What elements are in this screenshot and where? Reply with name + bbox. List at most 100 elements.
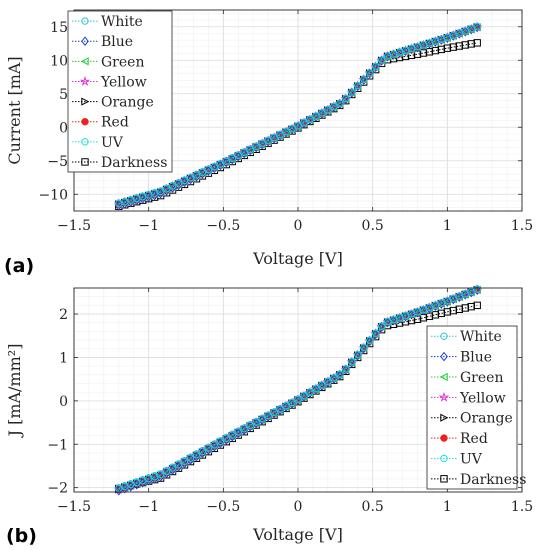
data-point-white bbox=[258, 139, 266, 148]
data-point-blue bbox=[270, 133, 278, 144]
legend-label-darkness: Darkness bbox=[101, 155, 167, 171]
legend-label-uv: UV bbox=[101, 135, 124, 151]
data-point-blue bbox=[216, 160, 225, 171]
data-point-blue bbox=[240, 148, 249, 159]
data-point-white bbox=[336, 370, 344, 379]
y-tick-label: −5 bbox=[47, 154, 68, 170]
data-point-blue bbox=[306, 388, 314, 399]
data-point-blue bbox=[204, 445, 213, 455]
x-tick-label: 1.5 bbox=[511, 218, 533, 234]
data-point-blue bbox=[132, 479, 141, 490]
legend-marker-green bbox=[439, 372, 448, 381]
y-tick-label: 5 bbox=[59, 87, 68, 103]
data-point-blue bbox=[150, 473, 159, 484]
data-point-white bbox=[192, 171, 201, 179]
x-tick-label: 0 bbox=[294, 499, 303, 515]
data-point-white bbox=[365, 336, 374, 345]
data-point-blue bbox=[222, 157, 231, 168]
data-point-white bbox=[288, 399, 296, 407]
chart-panel-a: −1.5 −1 −0.5 0 0.5 1 1.5 −10 −5 0 5 10 15 Voltage [V]… bbox=[4, 9, 533, 277]
data-point-blue bbox=[252, 418, 261, 429]
data-point-blue bbox=[312, 112, 320, 122]
legend-label-orange: Orange bbox=[460, 411, 513, 427]
x-tick-label: 0.5 bbox=[362, 218, 384, 234]
legend-label-green: Green bbox=[460, 370, 503, 386]
legend-marker-uv bbox=[440, 454, 448, 463]
data-point-blue bbox=[353, 350, 362, 361]
data-point-white bbox=[365, 69, 374, 77]
legend-marker-darkness bbox=[440, 475, 448, 483]
legend-label-red: Red bbox=[460, 431, 488, 447]
data-point-blue bbox=[467, 24, 476, 35]
data-point-white bbox=[288, 125, 296, 133]
data-point-white bbox=[198, 168, 207, 177]
legend-marker-red bbox=[440, 434, 448, 442]
legend-label-orange: Orange bbox=[101, 95, 154, 111]
data-point-blue bbox=[162, 185, 171, 196]
data-point-blue bbox=[365, 336, 374, 347]
x-tick-label: 1 bbox=[443, 218, 452, 234]
data-point-blue bbox=[222, 435, 231, 445]
data-point-blue bbox=[455, 29, 464, 39]
data-point-white bbox=[312, 112, 320, 120]
data-point-blue bbox=[264, 412, 272, 422]
data-point-blue bbox=[192, 451, 201, 462]
data-point-blue bbox=[138, 193, 147, 204]
data-point-white bbox=[234, 151, 242, 160]
data-point-blue bbox=[252, 142, 261, 153]
data-point-white bbox=[377, 56, 386, 64]
data-point-white bbox=[348, 358, 356, 366]
data-point-blue bbox=[258, 415, 267, 426]
x-tick-label: 1 bbox=[443, 499, 452, 515]
legend-label-blue: Blue bbox=[101, 34, 133, 50]
data-point-white bbox=[168, 464, 177, 472]
data-point-white bbox=[371, 329, 380, 338]
data-point-blue bbox=[431, 301, 440, 312]
data-point-blue bbox=[395, 48, 404, 58]
data-point-white bbox=[210, 163, 219, 171]
data-point-white bbox=[252, 142, 260, 151]
y-tick-label: 15 bbox=[50, 20, 68, 36]
data-point-white bbox=[186, 174, 195, 182]
data-point-white bbox=[216, 437, 225, 446]
panel-label: (b) bbox=[6, 525, 37, 547]
data-point-blue bbox=[138, 477, 147, 488]
data-point-white bbox=[156, 470, 165, 479]
legend-label-blue: Blue bbox=[460, 350, 492, 366]
data-point-blue bbox=[341, 94, 350, 105]
data-point-white bbox=[216, 160, 225, 168]
data-point-blue bbox=[347, 358, 356, 368]
data-point-white bbox=[270, 408, 278, 417]
data-point-blue bbox=[329, 102, 338, 113]
x-tick-label: −1.5 bbox=[57, 218, 91, 234]
data-point-white bbox=[282, 402, 290, 410]
data-point-white bbox=[276, 405, 284, 413]
y-tick-label: 0 bbox=[59, 394, 68, 410]
data-point-white bbox=[222, 434, 231, 443]
data-point-blue bbox=[347, 88, 356, 98]
data-point-blue bbox=[192, 171, 201, 182]
data-point-white bbox=[264, 411, 272, 420]
legend-label-green: Green bbox=[101, 54, 144, 70]
data-point-blue bbox=[210, 441, 219, 452]
legend: White Blue Green Yellow Orange Red UV Darkness bbox=[67, 10, 173, 173]
data-point-blue bbox=[144, 475, 153, 486]
data-point-white bbox=[300, 118, 308, 127]
data-point-white bbox=[306, 388, 314, 397]
legend-marker-orange bbox=[440, 413, 449, 422]
data-point-blue bbox=[294, 395, 302, 406]
data-point-blue bbox=[461, 26, 470, 37]
data-point-darkness bbox=[473, 301, 481, 310]
data-point-blue bbox=[413, 42, 422, 53]
data-point-blue bbox=[246, 145, 255, 156]
data-point-darkness bbox=[473, 39, 481, 47]
y-tick-label: 2 bbox=[59, 307, 68, 323]
legend-marker-red bbox=[81, 117, 89, 126]
data-point-blue bbox=[288, 124, 296, 135]
legend-marker-white bbox=[81, 17, 89, 25]
y-tick-label: 1 bbox=[59, 350, 68, 366]
legend-marker-blue bbox=[81, 36, 89, 46]
data-point-blue bbox=[174, 461, 183, 472]
data-point-blue bbox=[389, 315, 398, 326]
